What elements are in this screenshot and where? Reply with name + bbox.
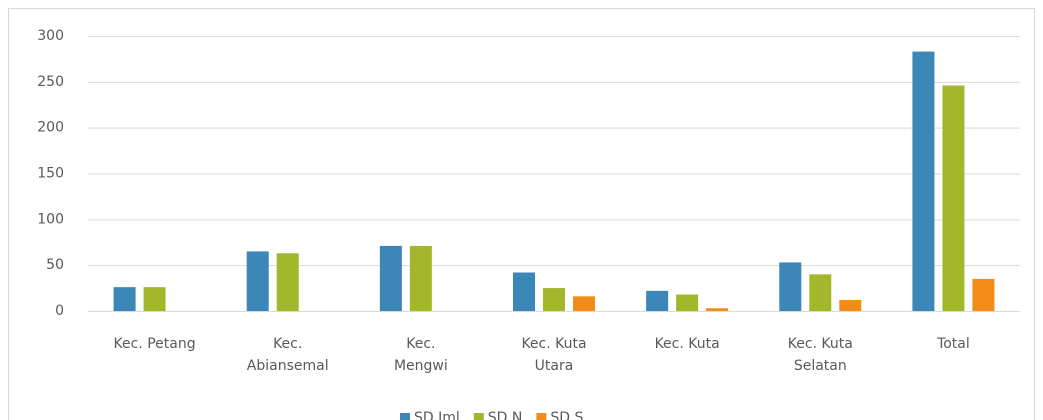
y-tick-label: 250 [37, 74, 64, 90]
bar [409, 245, 432, 311]
x-tick-label-line: Utara [535, 358, 574, 374]
x-tick-label-line: Kec. Kuta [788, 336, 853, 352]
legend-label: SD S [550, 410, 583, 420]
bar [942, 85, 965, 311]
x-tick-label: Total [936, 336, 970, 352]
bar [646, 290, 669, 311]
legend-swatch [473, 413, 484, 420]
bar [706, 308, 729, 311]
y-tick-label: 0 [55, 303, 64, 319]
x-tick-label: Kec. Mengwi [394, 336, 448, 374]
bar [676, 294, 699, 311]
x-tick-label-line: Kec. Kuta [655, 336, 720, 352]
x-tick-label-line: Selatan [794, 358, 847, 374]
bar [912, 51, 935, 311]
legend-label: SD Jml [414, 410, 460, 420]
chart-frame [8, 8, 1035, 420]
bar [513, 272, 535, 311]
legend-label: SD N [488, 410, 523, 420]
bar [113, 287, 136, 311]
x-tick-label-line: Total [936, 336, 970, 352]
x-tick-label-line: Kec. Kuta [521, 336, 586, 352]
bar [779, 262, 802, 311]
bar [276, 253, 299, 311]
y-tick-label: 300 [37, 28, 64, 44]
x-tick-label-line: Kec. Petang [114, 336, 196, 352]
x-tick-label: Kec. Kuta [655, 336, 720, 352]
bar [972, 278, 995, 311]
x-tick-label: Kec. Abiansemal [247, 336, 329, 374]
x-tick-label-line: Abiansemal [247, 358, 329, 374]
y-tick-label: 50 [46, 257, 64, 273]
x-tick-label: Kec. Kuta Utara [521, 336, 586, 374]
x-tick-label-line: Kec. [273, 336, 302, 352]
y-tick-label: 200 [37, 120, 64, 136]
y-tick-label: 150 [37, 166, 64, 182]
x-tick-label: Kec. Petang [114, 336, 196, 352]
bar [573, 296, 595, 311]
bar [379, 245, 402, 311]
x-tick-label-line: Kec. [406, 336, 435, 352]
bar [143, 287, 166, 311]
bar [543, 288, 565, 311]
y-tick-label: 100 [37, 211, 64, 227]
x-tick-label-line: Mengwi [394, 358, 448, 374]
legend-swatch [536, 413, 547, 420]
x-tick-label: Kec. Kuta Selatan [788, 336, 853, 374]
bar [839, 300, 862, 311]
bar [809, 274, 832, 311]
bar [246, 251, 269, 311]
legend-swatch [400, 413, 410, 420]
